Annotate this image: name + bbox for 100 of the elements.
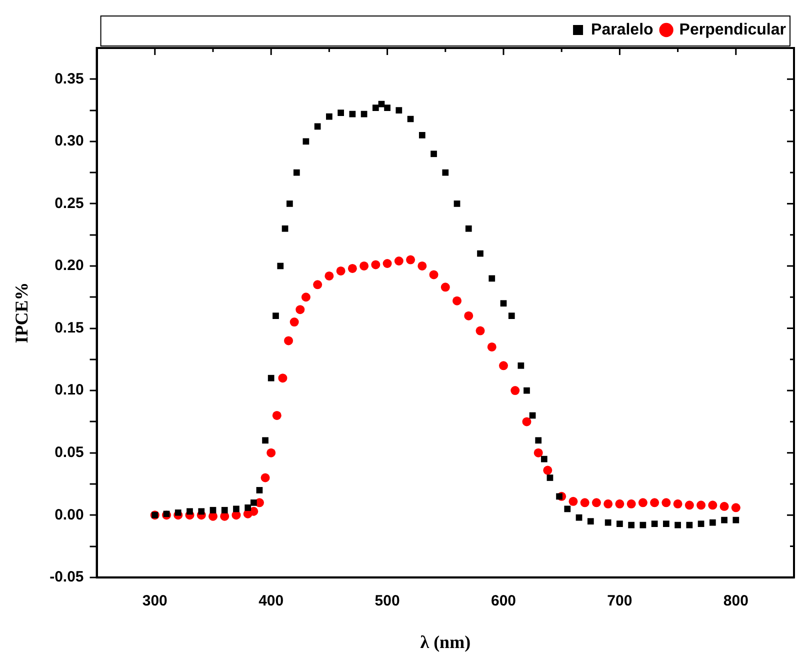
point: [384, 104, 390, 111]
point: [233, 506, 240, 512]
point: [272, 312, 279, 319]
point: [708, 500, 718, 510]
point: [684, 500, 694, 510]
point: [186, 508, 193, 515]
point: [522, 417, 532, 426]
point: [286, 200, 293, 207]
point: [454, 200, 460, 207]
point: [382, 258, 392, 268]
point: [278, 374, 288, 383]
point: [348, 264, 357, 273]
y-tick-label: 0.10: [54, 382, 84, 399]
point: [580, 498, 590, 508]
point: [709, 519, 716, 526]
y-tick-label: 0.05: [54, 444, 84, 461]
point: [290, 318, 299, 327]
point: [556, 493, 562, 500]
point: [442, 169, 449, 176]
point: [662, 520, 670, 528]
legend-label: Paralelo: [591, 21, 654, 38]
y-tick-label: 0.15: [54, 319, 84, 336]
point: [651, 520, 658, 528]
point: [543, 466, 552, 475]
point: [394, 256, 404, 266]
point: [500, 300, 507, 307]
y-tick-label: 0.00: [54, 506, 84, 524]
point: [210, 506, 216, 514]
point: [244, 504, 252, 511]
point: [250, 499, 257, 506]
point: [564, 506, 571, 512]
point: [721, 516, 728, 524]
point: [587, 518, 594, 525]
point: [498, 361, 508, 370]
y-tick-label: 0.20: [54, 257, 84, 274]
point: [429, 270, 438, 280]
point: [616, 520, 623, 528]
point: [338, 110, 344, 116]
point: [418, 132, 426, 138]
point: [540, 456, 548, 462]
y-tick-label: 0.35: [54, 70, 84, 88]
point: [488, 275, 496, 282]
point: [696, 500, 706, 510]
y-tick-label: 0.25: [54, 194, 84, 212]
x-tick-label: 500: [374, 592, 400, 610]
y-tick-label: 0.30: [54, 132, 84, 150]
point: [266, 448, 276, 458]
point: [284, 336, 294, 346]
point: [464, 311, 474, 320]
point: [604, 499, 613, 508]
point: [313, 280, 322, 290]
point: [262, 437, 268, 444]
point: [163, 510, 170, 518]
point: [510, 386, 520, 396]
point: [418, 261, 427, 270]
x-axis-title: λ (nm): [420, 632, 471, 652]
point: [732, 516, 740, 524]
point: [174, 509, 182, 516]
point: [604, 519, 612, 526]
point: [576, 514, 582, 521]
point: [301, 292, 310, 302]
point: [524, 387, 530, 394]
point: [673, 499, 682, 508]
point: [628, 522, 634, 528]
point: [272, 410, 282, 420]
point: [324, 271, 334, 280]
point: [430, 150, 437, 158]
x-tick-label: 300: [142, 592, 168, 610]
point: [372, 104, 379, 111]
x-tick-label: 600: [490, 592, 516, 610]
point: [198, 508, 205, 515]
point: [221, 506, 228, 514]
y-axis-title: IPCE%: [11, 282, 32, 344]
point: [518, 362, 524, 369]
point: [650, 498, 660, 508]
point: [406, 255, 416, 264]
point: [440, 282, 450, 292]
point: [638, 498, 648, 508]
point: [465, 225, 472, 232]
point: [396, 107, 402, 114]
point: [487, 342, 496, 352]
point: [314, 123, 321, 130]
point: [720, 502, 729, 511]
y-tick-label: -0.05: [50, 568, 84, 586]
point: [336, 266, 346, 276]
point: [277, 262, 284, 270]
point: [698, 520, 704, 528]
x-tick-label: 800: [723, 592, 748, 610]
point: [293, 169, 300, 176]
point: [476, 326, 485, 336]
point: [662, 498, 671, 508]
point: [731, 503, 740, 512]
point: [592, 498, 601, 508]
point: [371, 260, 380, 270]
point: [640, 522, 646, 528]
point: [260, 473, 270, 482]
point: [626, 499, 636, 508]
point: [302, 138, 310, 145]
point: [546, 474, 554, 481]
point: [615, 499, 624, 508]
